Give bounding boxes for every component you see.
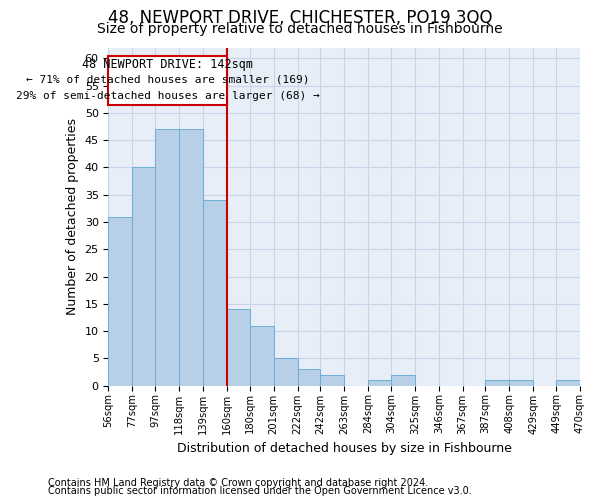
Text: Size of property relative to detached houses in Fishbourne: Size of property relative to detached ho…: [97, 22, 503, 36]
Bar: [556, 380, 580, 386]
Bar: [274, 358, 298, 386]
Bar: [485, 380, 509, 386]
Bar: [179, 130, 203, 386]
Bar: [368, 380, 391, 386]
Bar: [203, 200, 227, 386]
Bar: [227, 310, 250, 386]
Text: Contains public sector information licensed under the Open Government Licence v3: Contains public sector information licen…: [48, 486, 472, 496]
Bar: [155, 130, 179, 386]
Bar: [109, 56, 227, 105]
Bar: [250, 326, 274, 386]
Bar: [133, 168, 155, 386]
Text: 48, NEWPORT DRIVE, CHICHESTER, PO19 3QQ: 48, NEWPORT DRIVE, CHICHESTER, PO19 3QQ: [108, 9, 492, 27]
Bar: [391, 374, 415, 386]
Bar: [320, 374, 344, 386]
Bar: [298, 370, 320, 386]
Bar: [509, 380, 533, 386]
Text: 48 NEWPORT DRIVE: 142sqm: 48 NEWPORT DRIVE: 142sqm: [82, 58, 253, 71]
Text: ← 71% of detached houses are smaller (169): ← 71% of detached houses are smaller (16…: [26, 75, 310, 85]
X-axis label: Distribution of detached houses by size in Fishbourne: Distribution of detached houses by size …: [177, 442, 512, 455]
Bar: [109, 216, 133, 386]
Text: 29% of semi-detached houses are larger (68) →: 29% of semi-detached houses are larger (…: [16, 91, 320, 101]
Text: Contains HM Land Registry data © Crown copyright and database right 2024.: Contains HM Land Registry data © Crown c…: [48, 478, 428, 488]
Y-axis label: Number of detached properties: Number of detached properties: [66, 118, 79, 315]
